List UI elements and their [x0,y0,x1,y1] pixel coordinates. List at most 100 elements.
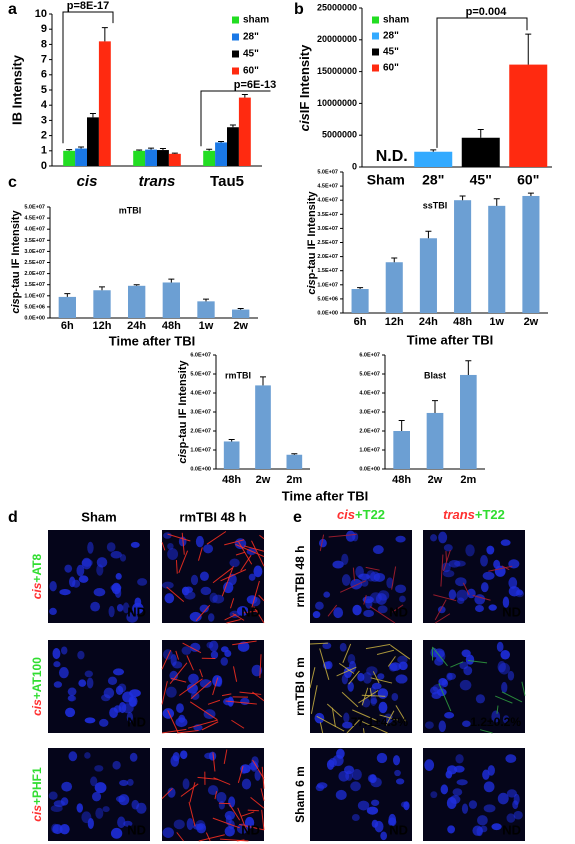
y-tick-label: 3.0E+07 [359,409,380,415]
column-header: cis+T22 [337,507,385,522]
y-tick-label: 8 [41,38,47,50]
nucleus [389,662,402,671]
y-tick-label: 25000000 [317,2,357,12]
nucleus [96,557,108,568]
y-tick-label: 0.0E+00 [190,466,211,472]
nucleus [493,559,501,569]
nucleus [86,677,94,689]
nucleus [110,551,122,559]
fiber [309,667,316,689]
y-tick-label: 10000000 [317,98,357,108]
fiber [340,580,367,593]
fiber [197,776,218,780]
fiber [467,660,488,664]
nucleus [491,710,501,723]
nucleus [162,581,174,589]
nucleus [212,594,225,604]
nucleus [386,577,394,589]
legend-swatch [372,16,379,24]
nucleus [430,791,438,799]
cell-label: ND [241,604,260,619]
nucleus [474,594,486,605]
nucleus [195,535,204,548]
fiber [212,567,233,584]
nucleus [84,670,94,678]
nucleus [167,542,174,550]
nucleus [350,781,361,792]
nucleus [210,650,219,660]
cell-label: ND [502,604,521,619]
nucleus [182,778,190,790]
y-tick-label: 1.5E+07 [24,282,45,288]
fiber [252,759,265,780]
nucleus [229,558,240,568]
x-tick-label: Tau5 [210,173,244,190]
nucleus [377,673,385,680]
fiber [379,714,399,721]
y-tick-label: 4.0E+07 [317,198,338,204]
fiber [189,782,196,803]
nucleus [164,593,175,604]
fiber [231,719,245,729]
chart-title: Blast [424,370,446,380]
error-bar [89,113,96,118]
fiber [237,807,249,834]
y-tick-label: 3 [41,114,47,126]
y-tick-label: 1.0E+07 [24,293,45,299]
nucleus [199,571,209,581]
nucleus [251,664,263,677]
fiber [372,671,380,684]
fiber [240,554,252,572]
fiber [180,783,199,797]
legend-label: 45" [243,49,259,60]
nucleus [468,800,478,809]
nucleus [123,820,133,827]
nucleus [59,588,71,596]
nucleus [112,668,125,676]
fiber [342,643,352,664]
fiber [250,796,265,809]
nucleus [438,720,447,733]
nucleus [170,654,177,666]
nucleus [505,754,517,763]
nucleus [508,577,518,589]
fiber [434,599,447,621]
label-part: +AT100 [30,657,44,699]
fiber [239,823,265,831]
y-tick-label: 2.0E+07 [359,428,380,434]
fiber [243,545,265,552]
error-bar [291,453,298,455]
nucleus [506,813,516,823]
nucleus [459,661,469,670]
nucleus [400,801,409,808]
nucleus [376,752,388,764]
fiber [316,715,345,732]
fiber [220,569,247,582]
fiber [362,728,365,734]
nucleus [186,683,198,694]
nucleus [500,539,511,546]
fiber [365,566,380,571]
nucleus [172,752,180,762]
nucleus [126,711,134,723]
nucleus [393,755,401,766]
nucleus [240,697,250,706]
label-part: cis [10,298,22,313]
legend-label: 28" [243,32,259,43]
nucleus [338,770,350,782]
y-tick-label: 0 [352,161,357,171]
nucleus [111,582,122,595]
nucleus [209,640,219,652]
nucleus [186,818,194,830]
nucleus [107,676,118,685]
label-part: cis [177,448,189,463]
label-part: p-tau IF Intensity [177,359,189,448]
fiber [352,709,379,722]
nucleus [248,762,259,771]
nucleus [61,781,73,792]
nucleus [507,670,515,681]
nucleus [68,751,78,762]
y-tick-label: 15000000 [317,66,357,76]
x-tick-label: trans [139,173,176,190]
error-bar [260,376,266,386]
